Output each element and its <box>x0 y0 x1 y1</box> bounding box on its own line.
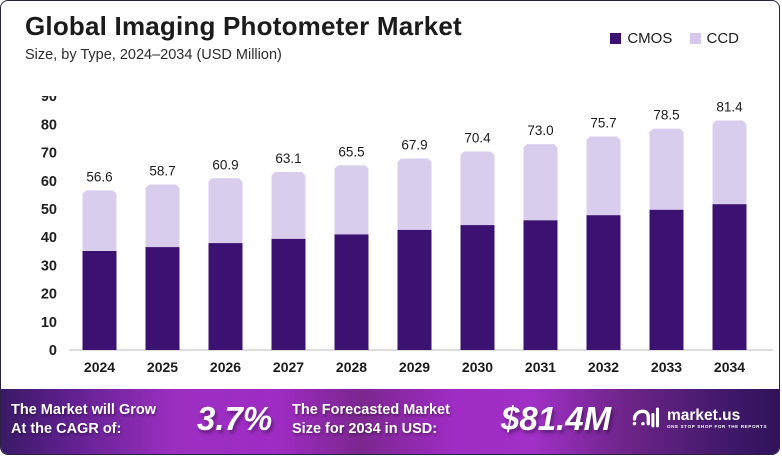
svg-text:50: 50 <box>41 202 57 218</box>
svg-text:90: 90 <box>41 96 57 105</box>
svg-text:2034: 2034 <box>714 359 745 375</box>
svg-text:78.5: 78.5 <box>653 108 679 123</box>
svg-text:73.0: 73.0 <box>527 123 553 138</box>
svg-text:67.9: 67.9 <box>401 138 427 153</box>
svg-text:2024: 2024 <box>84 359 115 375</box>
svg-text:10: 10 <box>41 315 57 331</box>
svg-text:70.4: 70.4 <box>464 131 491 146</box>
svg-text:20: 20 <box>41 287 57 303</box>
svg-text:2032: 2032 <box>588 359 619 375</box>
svg-text:60: 60 <box>41 174 57 190</box>
svg-text:2027: 2027 <box>273 359 304 375</box>
svg-text:2033: 2033 <box>651 359 682 375</box>
svg-text:80: 80 <box>41 117 57 133</box>
svg-text:2031: 2031 <box>525 359 556 375</box>
svg-text:70: 70 <box>41 146 57 162</box>
svg-text:2029: 2029 <box>399 359 430 375</box>
svg-text:60.9: 60.9 <box>212 157 238 172</box>
svg-text:63.1: 63.1 <box>275 151 301 166</box>
svg-text:2026: 2026 <box>210 359 241 375</box>
svg-text:40: 40 <box>41 230 57 246</box>
svg-text:2030: 2030 <box>462 359 493 375</box>
svg-text:2028: 2028 <box>336 359 367 375</box>
svg-text:0: 0 <box>49 343 57 359</box>
svg-text:56.6: 56.6 <box>86 169 112 184</box>
svg-text:58.7: 58.7 <box>149 164 175 179</box>
svg-text:2025: 2025 <box>147 359 178 375</box>
svg-text:75.7: 75.7 <box>590 116 616 131</box>
svg-text:30: 30 <box>41 258 57 274</box>
svg-text:65.5: 65.5 <box>338 144 364 159</box>
svg-text:81.4: 81.4 <box>716 100 743 115</box>
